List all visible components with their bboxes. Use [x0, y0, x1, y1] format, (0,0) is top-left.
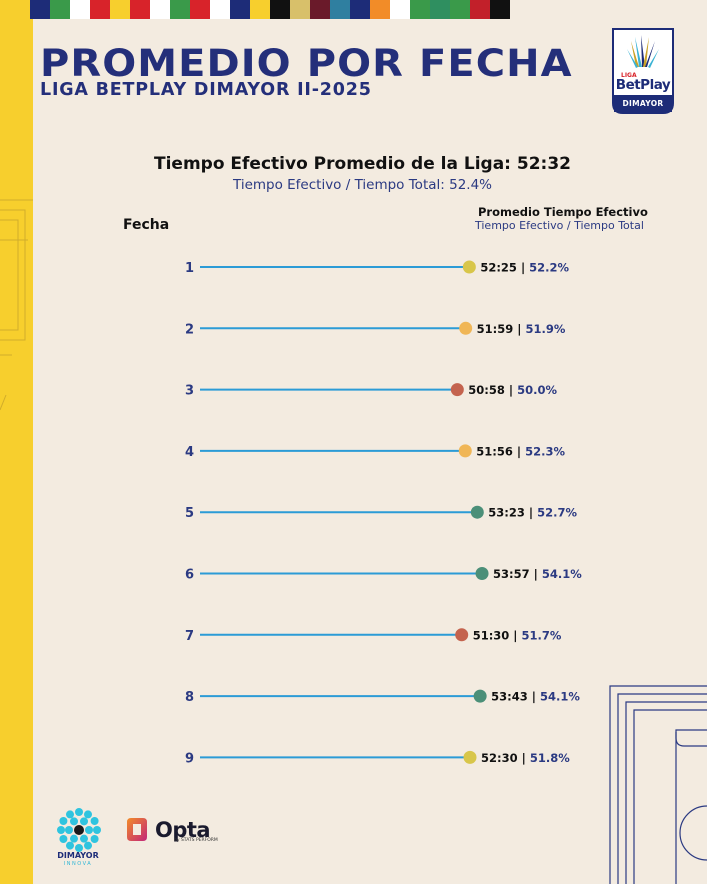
value-column-header: Promedio Tiempo Efectivo [478, 205, 648, 219]
opta-label: Opta [155, 818, 211, 842]
page-title: PROMEDIO POR FECHA [40, 42, 573, 85]
fecha-label: 2 [185, 322, 194, 337]
lollipop-dot [459, 321, 473, 335]
dimayor-innova-logo-icon [57, 808, 101, 852]
lollipop-dot [475, 567, 489, 580]
lollipop-dot [450, 383, 464, 397]
value-label: 50:58 | 50.0% [468, 383, 557, 397]
pitch-lines-left-decoration [0, 199, 33, 411]
lollipop-dot [470, 505, 484, 519]
opta-logo-icon [127, 818, 147, 841]
value-label: 51:30 | 51.7% [473, 628, 562, 642]
value-label: 52:30 | 51.8% [481, 751, 570, 765]
opta-sub-label: by STATS PERFORM [174, 838, 218, 843]
fecha-label: 9 [185, 751, 194, 766]
value-label: 53:43 | 54.1% [491, 690, 580, 704]
liga-betplay-trophy-icon [612, 28, 674, 114]
fecha-label: 4 [185, 445, 194, 460]
league-average-title: Tiempo Efectivo Promedio de la Liga: 52:… [153, 154, 571, 174]
logo-brand-label: BetPlay [615, 77, 671, 93]
lollipop-dot [473, 689, 487, 703]
value-label: 51:59 | 51.9% [477, 322, 566, 336]
lollipop-dot [462, 260, 476, 274]
fecha-label: 3 [185, 384, 194, 399]
fecha-label: 8 [185, 690, 194, 705]
value-label: 51:56 | 52.3% [476, 444, 565, 458]
logo-liga-label: LIGA [621, 72, 637, 79]
lollipop-dot [463, 750, 477, 764]
value-label: 52:25 | 52.2% [480, 261, 569, 275]
lollipop-dot [455, 628, 469, 642]
liga-betplay-logo: LIGA BetPlay DIMAYOR [609, 27, 677, 115]
dimayor-label: DIMAYOR [57, 851, 99, 860]
value-column-subheader: Tiempo Efectivo / Tiempo Total [475, 219, 644, 232]
left-accent-bar [0, 0, 33, 884]
fecha-label: 1 [185, 261, 194, 276]
innova-label: INNOVA [63, 861, 93, 867]
value-label: 53:57 | 54.1% [493, 567, 582, 581]
fecha-column-header: Fecha [123, 217, 170, 233]
color-stripes-decoration [30, 0, 510, 19]
lollipop-dot [458, 444, 472, 458]
fecha-label: 5 [185, 506, 194, 521]
page-subtitle: LIGA BETPLAY DIMAYOR II-2025 [40, 80, 372, 100]
fecha-label: 6 [185, 568, 194, 583]
pitch-lines-bottom-decoration [609, 685, 707, 884]
value-label: 53:23 | 52.7% [488, 506, 577, 520]
fecha-label: 7 [185, 629, 194, 644]
league-average-subtitle: Tiempo Efectivo / Tiempo Total: 52.4% [232, 177, 492, 193]
logo-org-label: DIMAYOR [622, 99, 664, 108]
